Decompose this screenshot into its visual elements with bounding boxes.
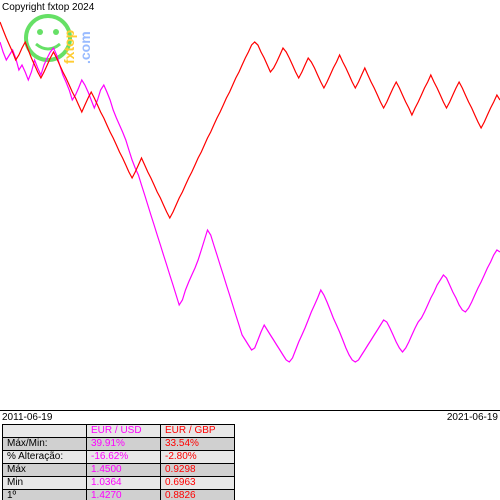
row-value-2: 33.54% <box>161 438 235 451</box>
row-value-2: 0.6963 <box>161 477 235 490</box>
row-label: % Alteração: <box>3 451 87 464</box>
table-row: Min1.03640.6963 <box>3 477 235 490</box>
chart-container: Copyright fxtop 2024 fxtop .com 2011-06-… <box>0 0 500 500</box>
x-axis-end-label: 2021-06-19 <box>447 412 498 423</box>
stats-table: EUR / USD EUR / GBP Máx/Min:39.91%33.54%… <box>2 424 235 500</box>
table-row: 1º1.42700.8826 <box>3 490 235 500</box>
row-label: Máx/Min: <box>3 438 87 451</box>
row-value-1: 1.4500 <box>87 464 161 477</box>
table-row: Máx/Min:39.91%33.54% <box>3 438 235 451</box>
row-value-1: 39.91% <box>87 438 161 451</box>
series-line <box>0 42 500 362</box>
row-value-2: 0.8826 <box>161 490 235 500</box>
table-header-row: EUR / USD EUR / GBP <box>3 425 235 438</box>
x-axis-start-label: 2011-06-19 <box>2 412 52 423</box>
header-series2: EUR / GBP <box>161 425 235 438</box>
row-value-1: -16.62% <box>87 451 161 464</box>
table-row: % Alteração:-16.62%-2.80% <box>3 451 235 464</box>
x-axis <box>0 410 500 411</box>
row-label: 1º <box>3 490 87 500</box>
row-value-1: 1.0364 <box>87 477 161 490</box>
line-chart <box>0 0 500 410</box>
row-value-2: -2.80% <box>161 451 235 464</box>
series-line <box>0 22 500 218</box>
header-series1: EUR / USD <box>87 425 161 438</box>
row-label: Min <box>3 477 87 490</box>
row-value-1: 1.4270 <box>87 490 161 500</box>
row-label: Máx <box>3 464 87 477</box>
header-empty <box>3 425 87 438</box>
table-row: Máx1.45000.9298 <box>3 464 235 477</box>
row-value-2: 0.9298 <box>161 464 235 477</box>
